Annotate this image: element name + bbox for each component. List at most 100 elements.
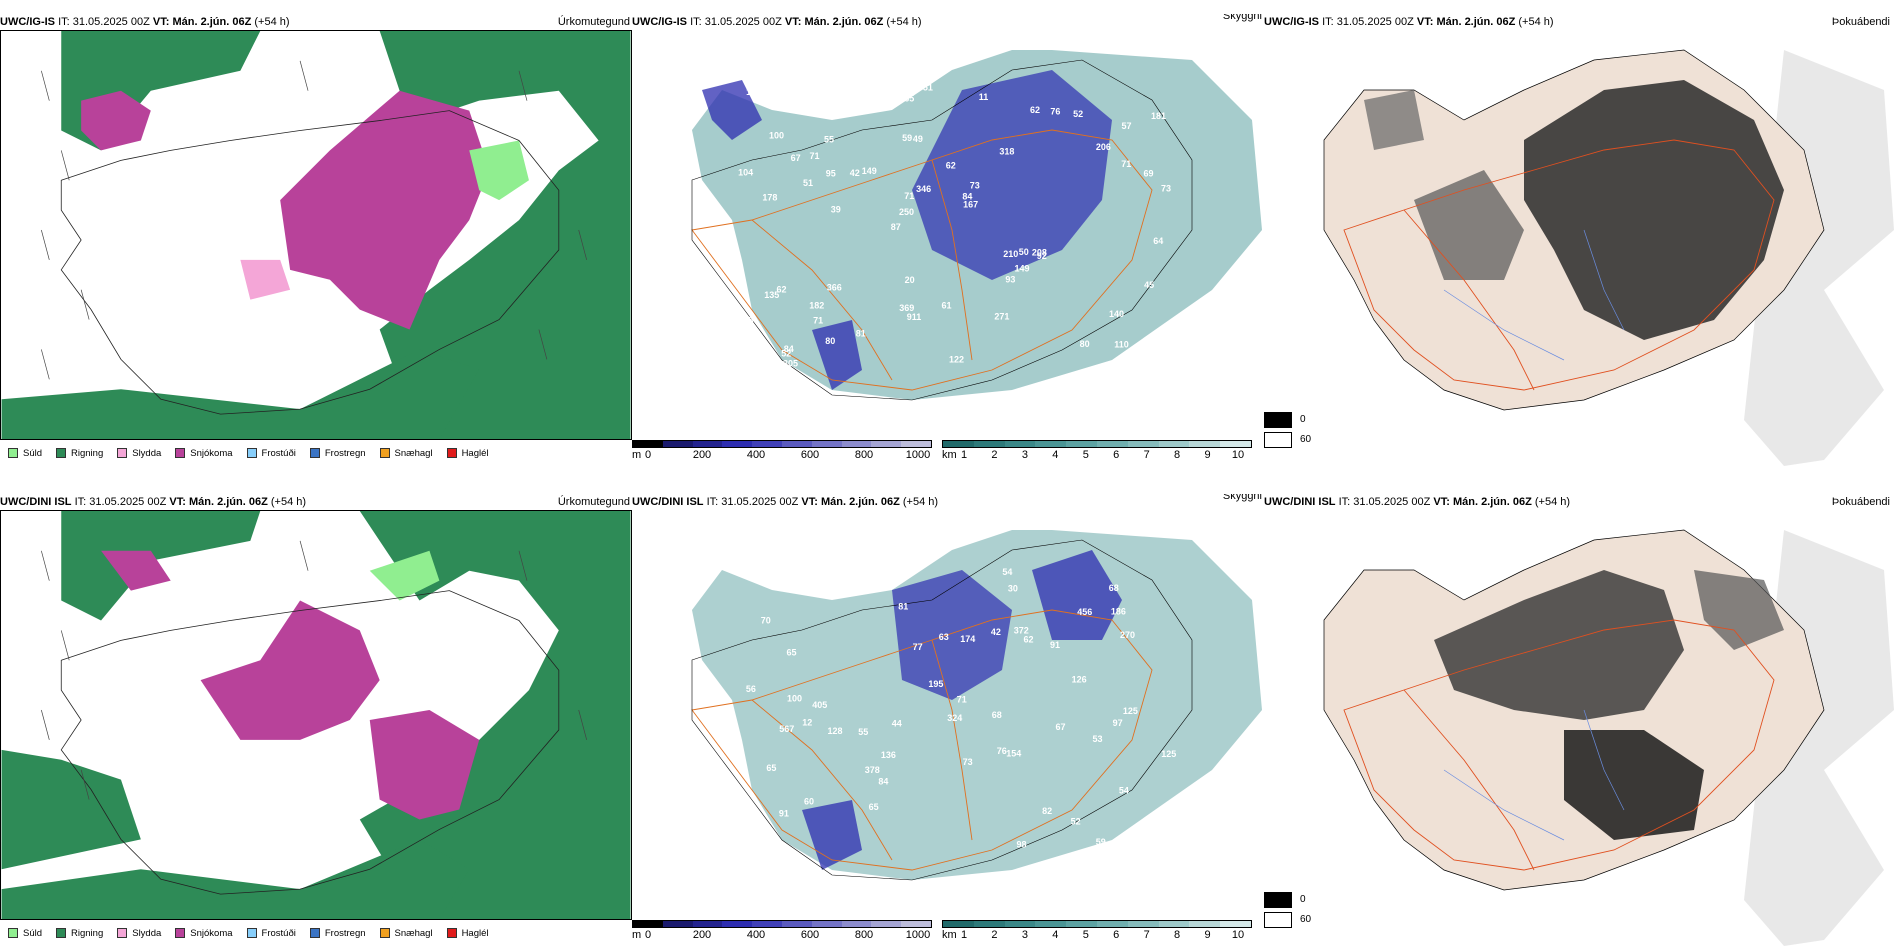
visibility-bar — [942, 440, 1252, 448]
init-time: 31.05.2025 00Z — [704, 16, 782, 28]
ceiling-value-label: 270 — [1120, 630, 1135, 640]
legend-label: Snjókoma — [190, 927, 233, 939]
valid-time: Mán. 2.jún. 06Z — [1436, 16, 1516, 28]
colorbar-tick: 400 — [746, 929, 766, 941]
colorbar-segment — [1220, 441, 1251, 447]
colorbar-segment — [811, 921, 842, 927]
fog-panel-top: UWC/IG-IS IT: 31.05.2025 00Z VT: Mán. 2.… — [1264, 14, 1900, 466]
colorbar-tick: 7 — [1143, 929, 1150, 941]
ceiling-value-label: 271 — [994, 312, 1009, 322]
colorbar-segment — [1004, 921, 1036, 927]
ceiling-value-label: 91 — [1050, 640, 1060, 650]
ceiling-value-label: 911 — [907, 312, 922, 322]
ceiling-value-label: 104 — [738, 168, 753, 178]
ceiling-value-label: 65 — [766, 763, 776, 773]
colorbar-tick: 8 — [1174, 929, 1181, 941]
ceiling-value-label: 125 — [1161, 749, 1176, 759]
colorbar-tick: 4 — [1052, 449, 1059, 461]
ceiling-value-label: 122 — [949, 355, 964, 365]
fog-legend-bottom: 0 60 — [1264, 892, 1324, 936]
legend-swatch — [309, 448, 320, 458]
init-time: 31.05.2025 00Z — [1353, 496, 1431, 508]
ceiling-value-label: 61 — [942, 301, 952, 311]
ceiling-value-label: 126 — [1072, 675, 1087, 685]
colorbar-tick: 9 — [1204, 929, 1211, 941]
colorbar-tick: 10 — [1231, 929, 1245, 941]
ceiling-value-label: 100 — [769, 131, 784, 141]
panel-title: Úrkomutegund — [557, 496, 630, 508]
ceiling-bar — [632, 920, 932, 928]
lead-time: (+54 h) — [886, 16, 922, 28]
legend-swatch — [246, 448, 257, 458]
ceiling-value-label: 305 — [783, 359, 798, 369]
colorbar-tick: 1000 — [905, 929, 931, 941]
ceiling-value-label: 98 — [1017, 839, 1027, 849]
legend-item: Snjókoma — [175, 448, 233, 459]
colorbar-tick: 1 — [960, 929, 968, 941]
ceiling-value-label: 57 — [1122, 121, 1132, 131]
ceiling-value-label: 366 — [827, 283, 842, 293]
ceiling-value-label: 53 — [1093, 734, 1103, 744]
legend-label: Slydda — [132, 447, 162, 459]
fog-legend-swatch — [1264, 892, 1292, 908]
valid-time: Mán. 2.jún. 06Z — [188, 496, 268, 508]
legend-swatch — [175, 928, 186, 938]
colorbar-tick: 0 — [644, 449, 652, 461]
colorbar-tick: 200 — [692, 929, 712, 941]
ceiling-value-label: 68 — [992, 710, 1002, 720]
ceiling-value-label: 67 — [791, 153, 801, 163]
colorbar-segment — [943, 441, 974, 447]
ceiling-value-label: 59 — [1096, 837, 1106, 847]
ceiling-value-label: 54 — [1119, 786, 1129, 796]
panel-title: Þokuábendi — [1831, 496, 1890, 508]
model-name: UWC/IG-IS — [632, 16, 687, 28]
legend-swatch — [246, 928, 257, 938]
fog-legend-label: 0 — [1300, 894, 1306, 905]
valid-time: Mán. 2.jún. 06Z — [172, 16, 252, 28]
colorbar-tick: 4 — [1052, 929, 1059, 941]
ceiling-value-label: 52 — [781, 348, 791, 358]
it-label: IT: — [1322, 16, 1334, 28]
ceiling-value-label: 52 — [1071, 816, 1081, 826]
ceiling-value-label: 62 — [1030, 105, 1040, 115]
init-time: 31.05.2025 00Z — [1336, 16, 1414, 28]
colorbar-segment — [1066, 921, 1097, 927]
panel-header: UWC/DINI ISL IT: 31.05.2025 00Z VT: Mán.… — [632, 494, 1264, 510]
colorbar-tick: 800 — [854, 929, 874, 941]
legend-item: Haglél — [446, 928, 489, 939]
legend-label: Rigning — [71, 447, 104, 459]
valid-time: Mán. 2.jún. 06Z — [820, 496, 900, 508]
fog-legend-top: 0 60 — [1264, 412, 1324, 456]
ceiling-value-label: 195 — [928, 679, 943, 689]
ceiling-value-label: 64 — [1153, 236, 1163, 246]
legend-swatch — [117, 448, 128, 458]
legend-item: Snæhagl — [379, 448, 433, 459]
ceiling-value-label: 71 — [810, 151, 820, 161]
colorbar-segment — [1035, 441, 1067, 447]
legend-label: Rigning — [71, 927, 104, 939]
vt-label: VT: — [169, 496, 186, 508]
init-time: 31.05.2025 00Z — [721, 496, 799, 508]
legend-item: Rigning — [56, 448, 103, 459]
colorbar-tick: 5 — [1082, 449, 1089, 461]
ceiling-value-label: 20 — [905, 275, 915, 285]
colorbar-segment — [1035, 921, 1067, 927]
colorbar-segment — [1189, 921, 1221, 927]
colorbar-segment — [662, 921, 693, 927]
ceiling-value-label: 51 — [923, 83, 933, 93]
vt-label: VT: — [801, 496, 818, 508]
ceiling-value-label: 56 — [746, 684, 756, 694]
fog-legend-swatch — [1264, 412, 1292, 428]
ceiling-colorbar: m 0 200 400 600 800 1000 — [632, 920, 932, 946]
ceiling-value-label: 73 — [970, 181, 980, 191]
legend-item: Rigning — [56, 928, 103, 939]
legend-swatch — [446, 928, 457, 938]
ceiling-value-label: 68 — [1109, 583, 1119, 593]
colorbar-segment — [1066, 441, 1097, 447]
lead-time: (+54 h) — [1534, 496, 1571, 508]
ceiling-value-label: 178 — [762, 192, 777, 202]
panel-title: Þokuábendi — [1831, 16, 1890, 28]
valid-time: Mán. 2.jún. 06Z — [804, 16, 884, 28]
precip-legend: Súld Rigning Slydda Snjókoma Frostúði Fr… — [0, 442, 632, 464]
legend-item: Snjókoma — [175, 927, 233, 939]
